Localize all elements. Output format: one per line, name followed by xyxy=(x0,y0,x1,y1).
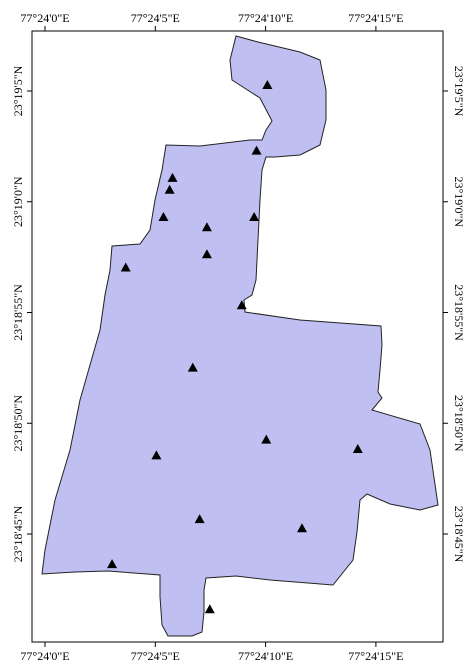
sample-point-marker xyxy=(187,362,198,372)
sample-point-marker xyxy=(352,443,363,453)
study-area-polygon xyxy=(41,35,439,637)
right-tick-label: 23°19'0"N xyxy=(452,176,466,227)
left-tick-label: 23°18'55"N xyxy=(11,284,25,341)
sample-points xyxy=(107,80,363,614)
right-axis: 23°19'5"N 23°19'0"N 23°18'55"N 23°18'50"N 23… xyxy=(443,66,466,563)
sample-point-marker xyxy=(164,184,175,194)
bottom-tick-label: 77°24'5"E xyxy=(131,649,180,663)
top-tick-label: 77°24'15"E xyxy=(348,11,403,25)
sample-point-marker xyxy=(151,450,162,460)
bottom-axis: 77°24'0"E 77°24'5"E 77°24'10"E 77°24'15"E xyxy=(20,642,404,663)
right-tick-label: 23°19'5"N xyxy=(452,66,466,117)
top-tick-label: 77°24'10"E xyxy=(238,11,293,25)
sample-point-marker xyxy=(251,145,262,155)
bottom-tick-label: 77°24'10"E xyxy=(238,649,293,663)
bottom-tick-label: 77°24'15"E xyxy=(348,649,403,663)
sample-point-marker xyxy=(236,300,247,310)
sample-point-marker xyxy=(201,222,212,232)
sample-point-marker xyxy=(120,262,131,272)
sample-point-marker xyxy=(249,212,260,222)
right-tick-label: 23°18'55"N xyxy=(452,284,466,341)
left-tick-label: 23°19'5"N xyxy=(11,65,25,116)
top-tick-label: 77°24'0"E xyxy=(20,11,69,25)
sample-point-marker xyxy=(204,604,215,614)
right-tick-label: 23°18'50"N xyxy=(452,395,466,452)
left-tick-label: 23°18'45"N xyxy=(11,505,25,562)
sample-point-marker xyxy=(296,523,307,533)
right-tick-label: 23°18'45"N xyxy=(452,506,466,563)
sample-point-marker xyxy=(194,514,205,524)
sample-point-marker xyxy=(262,80,273,90)
sample-point-marker xyxy=(261,434,272,444)
top-axis: 77°24'0"E 77°24'5"E 77°24'10"E 77°24'15"E xyxy=(20,11,404,31)
sample-point-marker xyxy=(201,249,212,259)
top-tick-label: 77°24'5"E xyxy=(131,11,180,25)
left-tick-label: 23°19'0"N xyxy=(11,176,25,227)
sample-point-marker xyxy=(167,172,178,182)
map-frame xyxy=(31,30,444,643)
sample-point-marker xyxy=(107,559,118,569)
bottom-tick-label: 77°24'0"E xyxy=(20,649,69,663)
left-axis: 23°19'5"N 23°19'0"N 23°18'55"N 23°18'50"N 23… xyxy=(11,65,32,562)
sample-point-marker xyxy=(158,212,169,222)
left-tick-label: 23°18'50"N xyxy=(11,395,25,452)
